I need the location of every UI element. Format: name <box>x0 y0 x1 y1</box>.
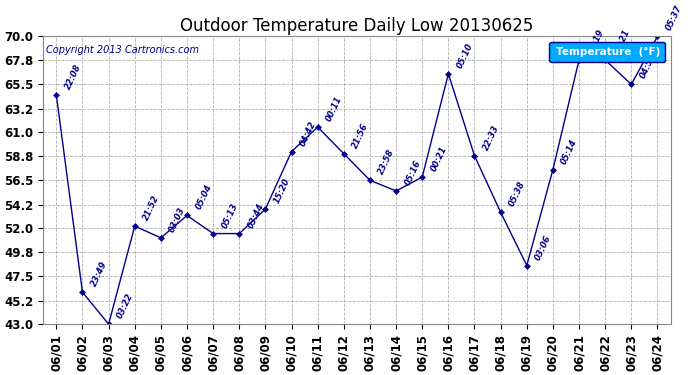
Text: 00:11: 00:11 <box>324 95 344 123</box>
Title: Outdoor Temperature Daily Low 20130625: Outdoor Temperature Daily Low 20130625 <box>180 17 533 35</box>
Text: 03:44: 03:44 <box>246 201 266 229</box>
Text: 23:49: 23:49 <box>90 260 109 288</box>
Text: 05:13: 05:13 <box>220 201 239 229</box>
Text: 03:22: 03:22 <box>115 292 135 320</box>
Text: 21:56: 21:56 <box>351 122 371 150</box>
Legend: Temperature  (°F): Temperature (°F) <box>549 42 665 62</box>
Text: 05:38: 05:38 <box>508 180 527 208</box>
Text: 22:33: 22:33 <box>482 123 501 152</box>
Text: Copyright 2013 Cartronics.com: Copyright 2013 Cartronics.com <box>46 45 199 55</box>
Text: 23:58: 23:58 <box>377 148 397 176</box>
Text: 21:52: 21:52 <box>141 194 161 222</box>
Text: 05:16: 05:16 <box>403 159 422 187</box>
Text: 04:19: 04:19 <box>586 28 606 56</box>
Text: 00:21: 00:21 <box>429 145 448 173</box>
Text: 07:21: 07:21 <box>612 28 631 56</box>
Text: 03:03: 03:03 <box>168 206 187 234</box>
Text: 05:14: 05:14 <box>560 137 580 165</box>
Text: 05:04: 05:04 <box>194 183 213 211</box>
Text: 15:20: 15:20 <box>273 177 292 205</box>
Text: 04:52: 04:52 <box>638 52 658 80</box>
Text: 03:06: 03:06 <box>533 233 553 261</box>
Text: 05:10: 05:10 <box>455 42 475 70</box>
Text: 22:08: 22:08 <box>63 63 83 91</box>
Text: 04:42: 04:42 <box>299 119 318 147</box>
Text: 05:37: 05:37 <box>664 4 684 32</box>
